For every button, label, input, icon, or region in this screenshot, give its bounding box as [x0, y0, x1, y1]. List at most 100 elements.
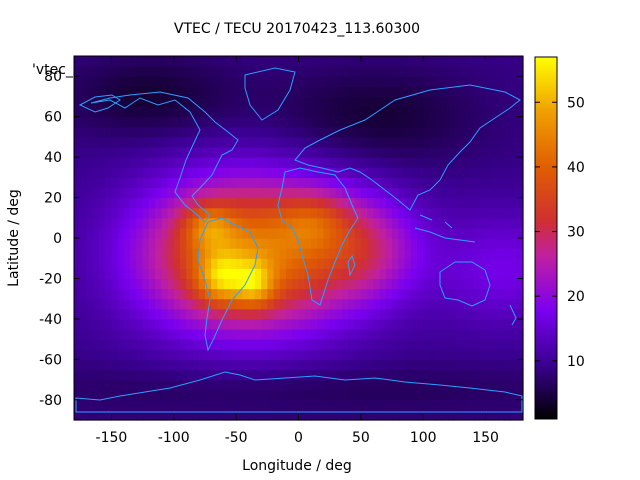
- heatmap-cell: [510, 349, 518, 360]
- heatmap-cell: [485, 96, 493, 108]
- heatmap-cell: [304, 76, 312, 87]
- heatmap-cell: [198, 248, 206, 259]
- heatmap-cell: [429, 207, 437, 219]
- heatmap-cell: [423, 258, 431, 269]
- heatmap-cell: [423, 147, 431, 158]
- heatmap-cell: [136, 379, 144, 391]
- heatmap-cell: [136, 217, 144, 229]
- heatmap-cell: [310, 349, 318, 360]
- heatmap-cell: [373, 96, 381, 108]
- heatmap-cell: [460, 116, 468, 128]
- heatmap-cell: [86, 167, 94, 178]
- heatmap-cell: [223, 258, 231, 269]
- heatmap-cell: [398, 136, 406, 148]
- heatmap-cell: [460, 86, 468, 98]
- heatmap-cell: [404, 278, 412, 290]
- heatmap-cell: [229, 106, 237, 118]
- heatmap-cell: [448, 86, 456, 98]
- heatmap-cell: [98, 389, 106, 401]
- heatmap-cell: [180, 399, 187, 411]
- heatmap-cell: [92, 238, 100, 249]
- heatmap-cell: [398, 86, 406, 98]
- heatmap-cell: [448, 116, 456, 128]
- heatmap-cell: [435, 298, 443, 310]
- heatmap-cell: [136, 197, 144, 209]
- heatmap-cell: [192, 217, 200, 229]
- heatmap-cell: [416, 96, 424, 108]
- heatmap-cell: [217, 136, 225, 148]
- heatmap-cell: [273, 278, 281, 290]
- heatmap-cell: [242, 227, 250, 239]
- heatmap-cell: [286, 238, 293, 249]
- heatmap-cell: [130, 238, 137, 249]
- heatmap-cell: [211, 288, 219, 300]
- heatmap-cell: [123, 167, 131, 178]
- heatmap-cell: [192, 349, 200, 360]
- heatmap-cell: [261, 399, 268, 411]
- heatmap-cell: [441, 288, 449, 300]
- heatmap-cell: [398, 106, 406, 118]
- heatmap-cell: [392, 106, 399, 118]
- heatmap-cell: [242, 268, 250, 280]
- heatmap-cell: [136, 409, 144, 421]
- heatmap-cell: [310, 339, 318, 350]
- heatmap-cell: [491, 227, 499, 239]
- heatmap-cell: [217, 76, 225, 87]
- heatmap-cell: [373, 248, 381, 259]
- heatmap-cell: [460, 177, 468, 189]
- heatmap-cell: [248, 238, 256, 249]
- heatmap-cell: [310, 167, 318, 178]
- heatmap-cell: [186, 248, 194, 259]
- heatmap-cell: [441, 308, 449, 320]
- heatmap-cell: [204, 217, 212, 229]
- heatmap-cell: [416, 399, 424, 411]
- heatmap-cell: [491, 238, 499, 249]
- heatmap-cell: [211, 96, 219, 108]
- heatmap-cell: [292, 177, 300, 189]
- heatmap-cell: [329, 369, 337, 381]
- heatmap-cell: [167, 238, 175, 249]
- heatmap-cell: [367, 217, 374, 229]
- heatmap-cell: [273, 76, 281, 87]
- heatmap-cell: [180, 116, 187, 128]
- heatmap-cell: [267, 308, 275, 320]
- heatmap-cell: [491, 197, 499, 209]
- heatmap-cell: [385, 258, 393, 269]
- heatmap-cell: [254, 197, 262, 209]
- heatmap-cell: [441, 248, 449, 259]
- heatmap-cell: [454, 187, 462, 199]
- heatmap-cell: [473, 308, 480, 320]
- heatmap-cell: [192, 409, 200, 421]
- heatmap-cell: [117, 288, 125, 300]
- heatmap-cell: [373, 136, 381, 148]
- heatmap-cell: [392, 288, 399, 300]
- heatmap-cell: [155, 197, 162, 209]
- heatmap-cell: [223, 359, 231, 371]
- key-label: 'vtec_: [32, 62, 74, 78]
- heatmap-cell: [161, 227, 169, 239]
- heatmap-cell: [310, 379, 318, 391]
- heatmap-cell: [92, 379, 100, 391]
- heatmap-cell: [473, 167, 480, 178]
- heatmap-cell: [429, 167, 437, 178]
- heatmap-cell: [92, 66, 100, 77]
- heatmap-cell: [479, 339, 487, 350]
- heatmap-cell: [348, 177, 356, 189]
- heatmap-cell: [279, 329, 287, 340]
- heatmap-cell: [473, 227, 480, 239]
- heatmap-cell: [304, 106, 312, 118]
- heatmap-cell: [186, 389, 194, 401]
- heatmap-cell: [367, 157, 374, 168]
- heatmap-cell: [292, 106, 300, 118]
- heatmap-cell: [310, 106, 318, 118]
- heatmap-cell: [335, 379, 343, 391]
- heatmap-cell: [491, 136, 499, 148]
- heatmap-cell: [117, 389, 125, 401]
- heatmap-cell: [74, 349, 81, 360]
- heatmap-cell: [460, 278, 468, 290]
- heatmap-cell: [317, 339, 325, 350]
- heatmap-cell: [466, 197, 474, 209]
- heatmap-cell: [211, 298, 219, 310]
- y-tick-label: -20: [39, 271, 62, 287]
- heatmap-cell: [236, 278, 243, 290]
